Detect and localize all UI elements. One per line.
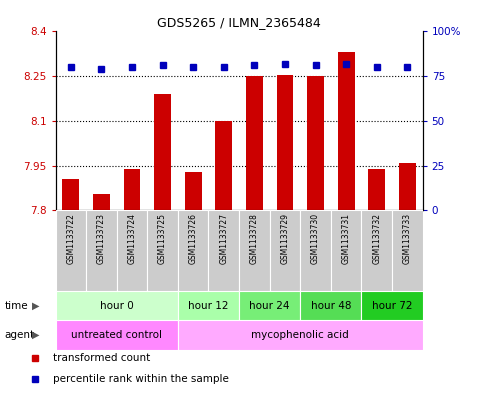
Text: ▶: ▶ — [32, 301, 40, 310]
Text: time: time — [5, 301, 28, 310]
Text: GSM1133727: GSM1133727 — [219, 213, 228, 264]
Bar — [270, 210, 300, 291]
Bar — [117, 210, 147, 291]
Bar — [178, 291, 239, 320]
Text: GSM1133729: GSM1133729 — [281, 213, 289, 264]
Bar — [62, 179, 79, 210]
Bar — [86, 210, 117, 291]
Bar — [154, 94, 171, 210]
Bar — [93, 194, 110, 210]
Text: ▶: ▶ — [32, 330, 40, 340]
Text: GSM1133722: GSM1133722 — [66, 213, 75, 264]
Bar — [239, 291, 300, 320]
Text: hour 12: hour 12 — [188, 301, 229, 310]
Bar — [56, 320, 178, 350]
Text: GSM1133726: GSM1133726 — [189, 213, 198, 264]
Bar — [399, 163, 416, 210]
Bar — [277, 75, 293, 210]
Bar — [300, 291, 361, 320]
Text: hour 72: hour 72 — [372, 301, 412, 310]
Bar — [56, 210, 86, 291]
Bar — [56, 291, 178, 320]
Bar — [392, 210, 423, 291]
Text: GSM1133725: GSM1133725 — [158, 213, 167, 264]
Text: percentile rank within the sample: percentile rank within the sample — [53, 374, 229, 384]
Text: mycophenolic acid: mycophenolic acid — [251, 330, 349, 340]
Text: agent: agent — [5, 330, 35, 340]
Bar — [209, 210, 239, 291]
Bar — [300, 210, 331, 291]
Text: hour 48: hour 48 — [311, 301, 351, 310]
Bar — [246, 76, 263, 210]
Bar — [361, 291, 423, 320]
Bar — [215, 121, 232, 210]
Bar — [178, 320, 423, 350]
Bar — [147, 210, 178, 291]
Text: hour 0: hour 0 — [100, 301, 134, 310]
Bar — [124, 169, 141, 210]
Text: GSM1133732: GSM1133732 — [372, 213, 381, 264]
Bar — [369, 169, 385, 210]
Text: GSM1133724: GSM1133724 — [128, 213, 137, 264]
Text: GSM1133723: GSM1133723 — [97, 213, 106, 264]
Title: GDS5265 / ILMN_2365484: GDS5265 / ILMN_2365484 — [157, 16, 321, 29]
Bar — [239, 210, 270, 291]
Bar — [178, 210, 209, 291]
Text: untreated control: untreated control — [71, 330, 162, 340]
Text: transformed count: transformed count — [53, 353, 150, 364]
Text: GSM1133730: GSM1133730 — [311, 213, 320, 264]
Text: hour 24: hour 24 — [249, 301, 290, 310]
Text: GSM1133733: GSM1133733 — [403, 213, 412, 264]
Bar — [185, 171, 201, 210]
Bar — [331, 210, 361, 291]
Bar — [361, 210, 392, 291]
Bar — [338, 52, 355, 210]
Text: GSM1133731: GSM1133731 — [341, 213, 351, 264]
Bar — [307, 76, 324, 210]
Text: GSM1133728: GSM1133728 — [250, 213, 259, 264]
